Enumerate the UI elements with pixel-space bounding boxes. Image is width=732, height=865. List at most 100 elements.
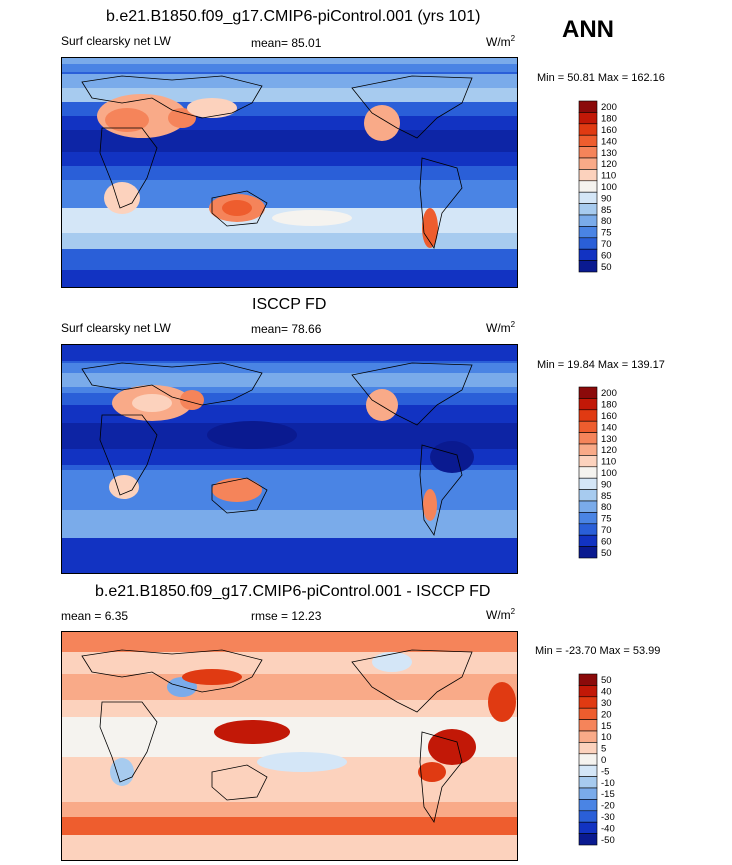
- map1-itcz: [62, 130, 517, 152]
- colorbar-label: 160: [601, 125, 617, 136]
- colorbar-label: 140: [601, 136, 617, 147]
- season-label: ANN: [562, 16, 614, 43]
- colorbar-swatch: [578, 112, 598, 125]
- colorbar-label: 50: [601, 548, 612, 559]
- colorbar-label: 130: [601, 434, 617, 445]
- panel3-map-svg: [62, 632, 517, 860]
- colorbar-label: 180: [601, 400, 617, 411]
- colorbar-swatch: [578, 146, 598, 159]
- panel1-minmax: Min = 50.81 Max = 162.16: [537, 72, 665, 84]
- panel2-max-label: Max =: [597, 359, 629, 371]
- panel1-title: b.e21.B1850.f09_g17.CMIP6-piControl.001 …: [106, 8, 481, 25]
- colorbar-swatch: [578, 409, 598, 422]
- map1-arabia: [168, 108, 196, 128]
- colorbar-swatch: [578, 214, 598, 227]
- panel3-title: b.e21.B1850.f09_g17.CMIP6-piControl.001 …: [95, 583, 491, 600]
- panel3-colorbar: 50 40 30 20 15 10 5 0 -5 -10 -15 -20 -30 -40 -50: [578, 673, 639, 854]
- colorbar-label: 100: [601, 182, 617, 193]
- colorbar-swatch: [578, 420, 598, 433]
- panel1-max-value: 162.16: [631, 72, 665, 84]
- panel2-variable: Surf clearsky net LW: [61, 321, 171, 335]
- map3-peru-current: [418, 762, 446, 782]
- colorbar-swatch: [578, 685, 598, 698]
- colorbar-swatch: [578, 248, 598, 261]
- colorbar-label: -10: [601, 778, 615, 789]
- colorbar-label: 200: [601, 102, 617, 113]
- map2-australia-coast: [211, 477, 268, 514]
- panel3-rmse-label: rmse =: [251, 609, 289, 623]
- colorbar-label: 120: [601, 445, 617, 456]
- colorbar-label: 0: [601, 755, 606, 766]
- colorbar-label: 75: [601, 228, 612, 239]
- map3-australia-coast: [211, 764, 268, 801]
- colorbar-swatch: [578, 134, 598, 147]
- map3-c-asia: [182, 669, 242, 685]
- panel3-max-value: 53.99: [632, 645, 661, 657]
- colorbar-label: 90: [601, 479, 612, 490]
- map2-s-america-coast: [419, 444, 463, 536]
- panel1-variable: Surf clearsky net LW: [61, 34, 171, 48]
- colorbar-swatch: [578, 707, 598, 720]
- map2-arabia: [180, 390, 204, 410]
- panel1-units-sup: 2: [510, 34, 516, 43]
- map3-n-atlantic: [488, 682, 516, 722]
- colorbar-swatch: [578, 719, 598, 732]
- colorbar-swatch: [578, 455, 598, 468]
- colorbar-swatch: [578, 799, 598, 812]
- panel2-min-label: Min =: [537, 359, 565, 371]
- colorbar-swatch: [578, 260, 598, 273]
- colorbar-label: 70: [601, 525, 612, 536]
- colorbar-swatch: [578, 123, 598, 136]
- colorbar-swatch: [578, 386, 598, 399]
- map1-africa-coast: [99, 127, 158, 209]
- panel3-minmax: Min = -23.70 Max = 53.99: [535, 645, 660, 657]
- map2-sahara-core: [132, 394, 172, 412]
- panel1-colorbar: 200 180 160 140 130 120 110 100 90 85 80 75 70 60 50: [578, 100, 639, 281]
- panel2-units-text: W/m: [486, 321, 511, 335]
- map1-eurasia-coast: [81, 75, 263, 119]
- panel1-map-svg: [62, 58, 517, 287]
- map2-amazon: [430, 441, 474, 473]
- colorbar-label: 80: [601, 502, 612, 513]
- colorbar-swatch: [578, 810, 598, 823]
- panel1-units-text: W/m: [486, 35, 511, 49]
- map1-s-america-coast: [419, 157, 463, 249]
- map1-s-africa: [104, 182, 140, 214]
- colorbar-swatch: [578, 696, 598, 709]
- map2-antarctic: [62, 538, 517, 573]
- colorbar-swatch: [578, 169, 598, 182]
- map3-s-pacific: [257, 752, 347, 772]
- colorbar-swatch: [578, 100, 598, 113]
- colorbar-label: 40: [601, 687, 612, 698]
- panel3-rmse: rmse = 12.23: [251, 609, 321, 623]
- map1-antarctic-core: [62, 270, 517, 287]
- map1-s-pacific: [272, 210, 352, 226]
- map3-amazon: [428, 729, 476, 765]
- panel1-min-label: Min =: [537, 72, 565, 84]
- colorbar-label: -50: [601, 835, 615, 846]
- colorbar-swatch: [578, 742, 598, 755]
- panel1-mean-value: 85.01: [291, 36, 322, 50]
- map3-eurasia-coast: [81, 649, 263, 693]
- panel3-max-label: Max =: [599, 645, 630, 657]
- colorbar-swatch: [578, 432, 598, 445]
- colorbar-label: 75: [601, 514, 612, 525]
- panel3-rmse-value: 12.23: [291, 609, 322, 623]
- colorbar-label: 60: [601, 250, 612, 261]
- colorbar-label: 110: [601, 457, 616, 468]
- colorbar-swatch: [578, 546, 598, 559]
- panel3-map: [61, 631, 518, 861]
- map2-n-america-sw: [366, 389, 398, 421]
- map1-s-america-w: [422, 208, 438, 248]
- panel1-map: [61, 57, 518, 288]
- colorbar-swatch: [578, 443, 598, 456]
- colorbar-swatch: [578, 833, 598, 846]
- colorbar-swatch: [578, 489, 598, 502]
- colorbar-swatch: [578, 764, 598, 777]
- map2-eurasia-coast: [81, 362, 263, 406]
- panel2-mean: mean= 78.66: [251, 322, 321, 336]
- map2-australia: [212, 478, 262, 502]
- colorbar-swatch: [578, 512, 598, 525]
- colorbar-label: -5: [601, 766, 609, 777]
